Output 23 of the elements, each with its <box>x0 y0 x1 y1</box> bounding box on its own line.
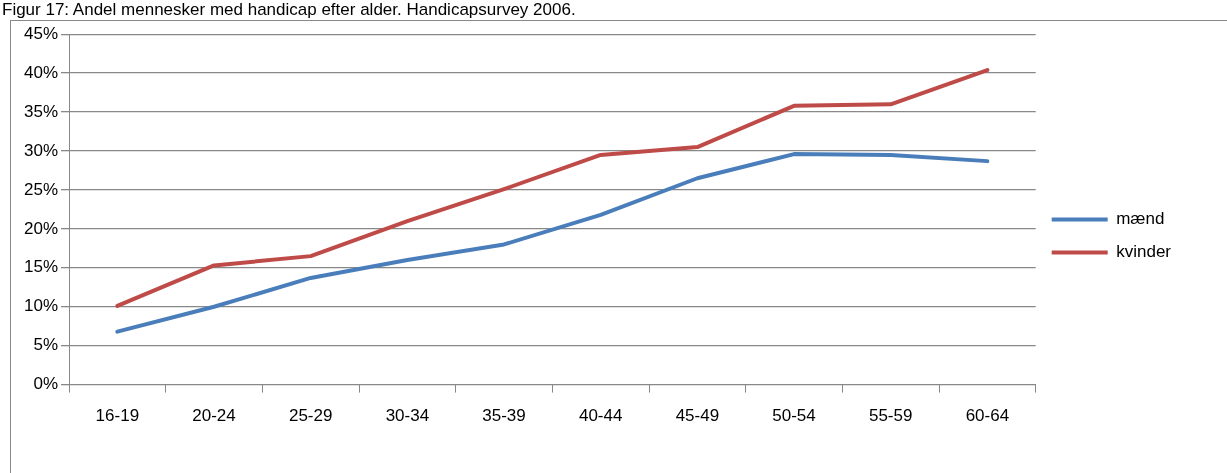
chart-title: Figur 17: Andel mennesker med handicap efter alder. Handicapsurvey 2006. <box>1 0 577 20</box>
x-tick-label: 16-19 <box>95 406 140 426</box>
x-tick-label: 60-64 <box>965 406 1010 426</box>
y-tick-label: 10% <box>23 296 59 316</box>
x-tick-label: 40-44 <box>578 406 623 426</box>
y-tick-label: 0% <box>33 374 59 394</box>
x-tick-label: 25-29 <box>288 406 333 426</box>
x-tick-label: 50-54 <box>772 406 816 426</box>
y-tick-label: 25% <box>23 179 59 199</box>
x-tick-label: 35-39 <box>482 406 526 426</box>
y-tick-label: 40% <box>23 62 59 82</box>
y-tick-label: 15% <box>23 257 59 277</box>
legend-label: kvinder <box>1116 242 1172 262</box>
y-tick-label: 5% <box>33 335 59 355</box>
x-tick-label: 20-24 <box>192 406 236 426</box>
y-tick-label: 20% <box>23 218 59 238</box>
y-tick-label: 45% <box>23 23 59 43</box>
y-tick-label: 35% <box>23 101 59 121</box>
legend-label: mænd <box>1116 209 1165 229</box>
y-tick-label: 30% <box>23 140 59 160</box>
x-tick-label: 30-34 <box>385 406 430 426</box>
x-tick-label: 45-49 <box>675 406 720 426</box>
x-tick-label: 55-59 <box>868 406 913 426</box>
